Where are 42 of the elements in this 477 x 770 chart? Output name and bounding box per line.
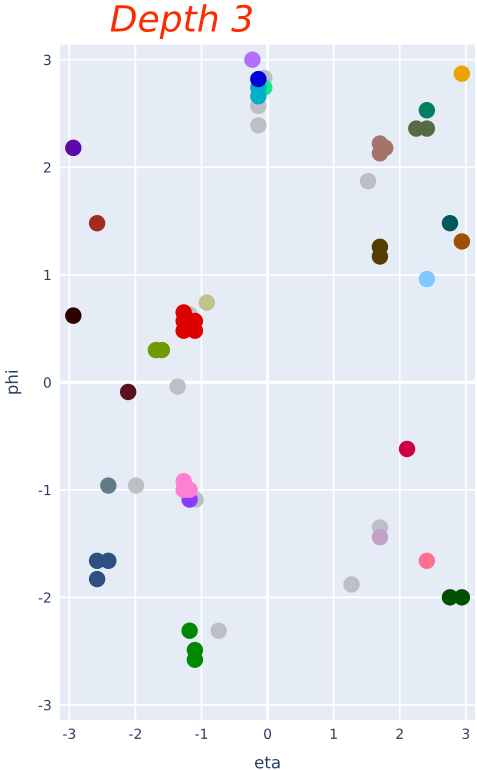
x-axis-title: eta	[255, 756, 280, 769]
point	[244, 52, 261, 68]
point	[65, 307, 82, 324]
y-tick-label: 1	[44, 270, 50, 280]
y-tick-label: 2	[44, 162, 50, 173]
y-tick-label: -3	[38, 700, 51, 710]
point	[418, 270, 436, 288]
x-tick-label: 0	[264, 728, 272, 740]
point	[88, 214, 106, 232]
point	[418, 552, 436, 570]
point	[343, 576, 360, 593]
point	[454, 65, 470, 82]
point	[442, 214, 458, 232]
point	[250, 117, 267, 134]
point	[250, 70, 267, 88]
x-tick-label: -1	[195, 728, 208, 739]
point	[181, 622, 198, 639]
y-tick-label: -2	[38, 592, 50, 603]
point	[128, 477, 144, 494]
point	[372, 528, 388, 546]
x-tick-label: -3	[63, 728, 76, 740]
y-tick-label: -1	[38, 484, 50, 496]
point	[170, 378, 186, 395]
y-tick-label: 0	[44, 377, 51, 388]
x-tick-label: 2	[396, 728, 403, 739]
point	[454, 589, 470, 606]
y-axis-title: phi	[5, 370, 22, 394]
point	[198, 294, 216, 311]
x-tick-label: -2	[129, 728, 141, 739]
point	[454, 233, 470, 250]
x-tick-label: 3	[462, 728, 470, 740]
point	[100, 477, 117, 494]
point	[360, 173, 376, 190]
point	[210, 622, 227, 639]
point	[418, 102, 436, 118]
x-tick-label: 1	[330, 728, 337, 739]
point	[88, 570, 106, 588]
point	[120, 384, 136, 400]
point	[65, 140, 82, 156]
y-tick-label: 3	[44, 54, 51, 66]
chart-title: Depth 3	[110, 4, 252, 40]
point	[398, 440, 416, 458]
